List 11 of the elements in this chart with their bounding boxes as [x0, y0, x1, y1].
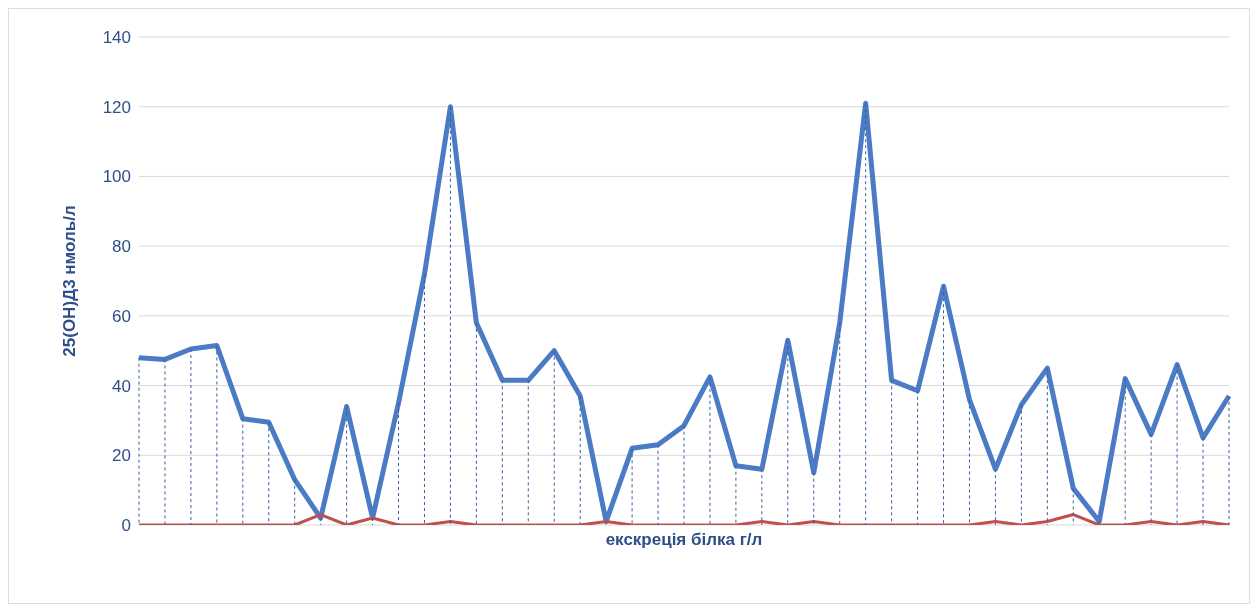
- y-tick-label: 100: [102, 167, 131, 187]
- y-tick-label: 40: [112, 376, 131, 396]
- line-series: [137, 513, 1231, 525]
- y-tick-label: 140: [102, 28, 131, 48]
- y-tick-label: 60: [112, 306, 131, 326]
- y-tick-label: 80: [112, 237, 131, 257]
- y-tick-label: 20: [112, 446, 131, 466]
- y-tick-label: 0: [121, 516, 131, 536]
- y-tick-label: 120: [102, 97, 131, 117]
- x-axis-title: екскреція білка г/л: [605, 530, 763, 550]
- y-axis-title: 25(ОН)Д3 нмоль/л: [60, 205, 80, 357]
